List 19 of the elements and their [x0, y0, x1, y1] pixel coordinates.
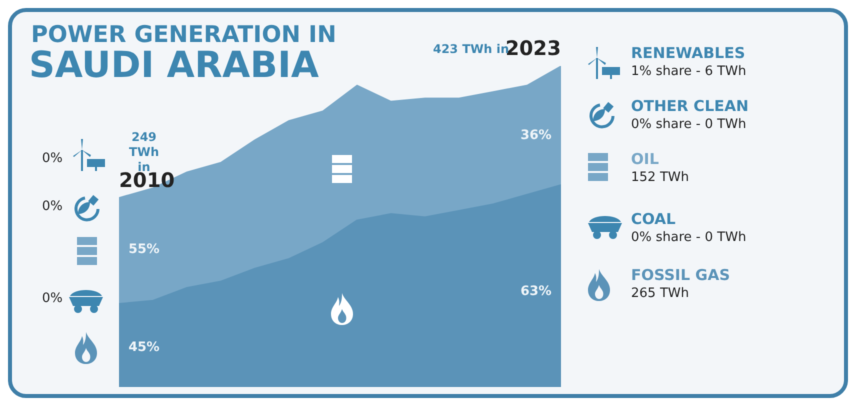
annotation: 55%: [127, 242, 161, 257]
annotation: 45%: [127, 340, 161, 355]
annotation: 63%: [519, 284, 553, 299]
text: 0% share - 0 TWh: [631, 116, 748, 133]
text: COAL: [631, 210, 677, 229]
chart-title: POWER GENERATION IN: [31, 22, 336, 48]
chart-subtitle: SAUDI ARABIA: [29, 45, 319, 86]
text: 0%: [42, 199, 63, 214]
text: 0% share - 0 TWh: [631, 229, 746, 246]
legend-label: FOSSIL GAS: [631, 266, 730, 285]
text: 0%: [42, 291, 63, 306]
annotation: 36%: [519, 128, 553, 143]
text: 152 TWh: [631, 169, 689, 186]
text: OTHER CLEAN: [631, 97, 749, 116]
text: 0%: [42, 151, 63, 166]
text: 265 TWh: [631, 285, 690, 302]
text: 1% share - 6 TWh: [631, 63, 746, 80]
legend-label: OIL: [631, 150, 660, 169]
text: RENEWABLES: [631, 44, 746, 63]
